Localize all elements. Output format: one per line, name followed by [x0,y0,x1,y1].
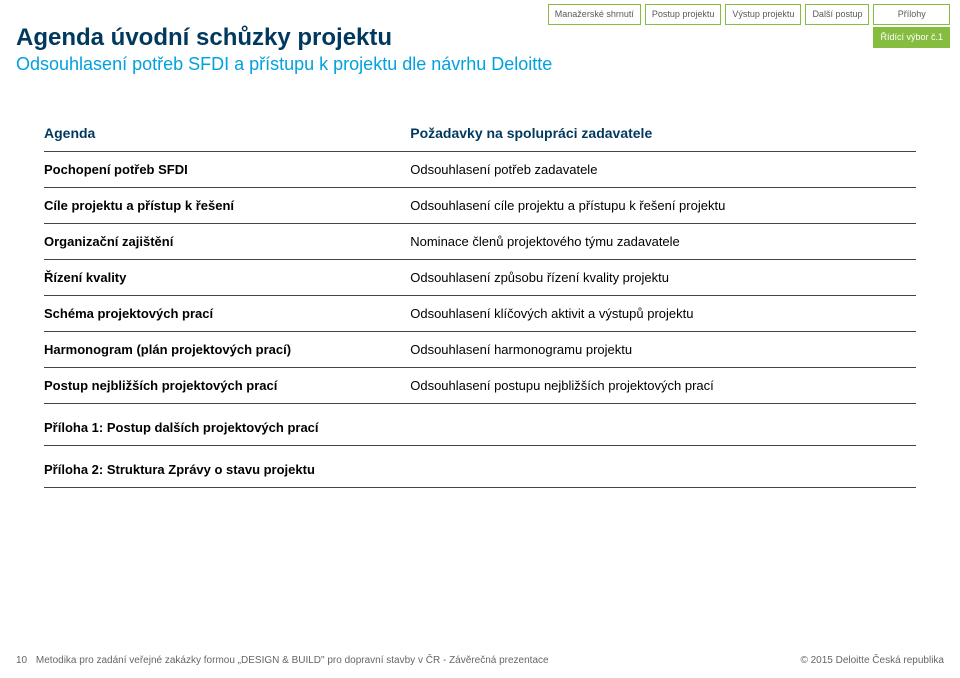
row-left: Organizační zajištění [44,234,410,249]
tab-output[interactable]: Výstup projektu [725,4,801,25]
row-left: Příloha 2: Struktura Zprávy o stavu proj… [44,462,916,477]
row-right: Odsouhlasení cíle projektu a přístupu k … [410,198,916,213]
table-header-left: Agenda [44,125,410,141]
row-left: Řízení kvality [44,270,410,285]
row-left: Cíle projektu a přístup k řešení [44,198,410,213]
nav-tabs: Manažerské shrnutí Postup projektu Výstu… [548,4,950,48]
row-right: Odsouhlasení klíčových aktivit a výstupů… [410,306,916,321]
row-right: Odsouhlasení postupu nejbližších projekt… [410,378,916,393]
page-subtitle: Odsouhlasení potřeb SFDI a přístupu k pr… [16,54,940,75]
tab-stack-appendix: Přílohy Řídící výbor č.1 [873,4,950,48]
tab-next-steps[interactable]: Další postup [805,4,869,25]
tab-progress[interactable]: Postup projektu [645,4,722,25]
footer-right: © 2015 Deloitte Česká republika [800,655,944,666]
row-left: Schéma projektových prací [44,306,410,321]
table-row: Příloha 1: Postup dalších projektových p… [44,410,916,446]
table-row: Pochopení potřeb SFDI Odsouhlasení potře… [44,152,916,188]
slide-footer: 10 Metodika pro zadání veřejné zakázky f… [16,655,944,666]
row-right: Odsouhlasení harmonogramu projektu [410,342,916,357]
content-area: Agenda Požadavky na spolupráci zadavatel… [0,75,960,488]
row-left: Příloha 1: Postup dalších projektových p… [44,420,916,435]
footer-left: 10 Metodika pro zadání veřejné zakázky f… [16,655,549,666]
page-number: 10 [16,655,27,666]
table-row: Harmonogram (plán projektových prací) Od… [44,332,916,368]
table-row: Řízení kvality Odsouhlasení způsobu říze… [44,260,916,296]
row-right: Odsouhlasení potřeb zadavatele [410,162,916,177]
row-right: Nominace členů projektového týmu zadavat… [410,234,916,249]
table-row: Postup nejbližších projektových prací Od… [44,368,916,404]
agenda-table: Agenda Požadavky na spolupráci zadavatel… [44,115,916,488]
table-row: Cíle projektu a přístup k řešení Odsouhl… [44,188,916,224]
table-row: Schéma projektových prací Odsouhlasení k… [44,296,916,332]
footer-left-text: Metodika pro zadání veřejné zakázky form… [36,655,549,666]
row-left: Postup nejbližších projektových prací [44,378,410,393]
tab-appendix[interactable]: Přílohy [873,4,950,25]
table-header-row: Agenda Požadavky na spolupráci zadavatel… [44,115,916,152]
table-row: Organizační zajištění Nominace členů pro… [44,224,916,260]
tab-summary[interactable]: Manažerské shrnutí [548,4,641,25]
row-left: Harmonogram (plán projektových prací) [44,342,410,357]
row-left: Pochopení potřeb SFDI [44,162,410,177]
tab-committee[interactable]: Řídící výbor č.1 [873,27,950,48]
row-right: Odsouhlasení způsobu řízení kvality proj… [410,270,916,285]
table-header-right: Požadavky na spolupráci zadavatele [410,125,916,141]
table-row: Příloha 2: Struktura Zprávy o stavu proj… [44,452,916,488]
slide-header: Agenda úvodní schůzky projektu Odsouhlas… [0,0,960,75]
